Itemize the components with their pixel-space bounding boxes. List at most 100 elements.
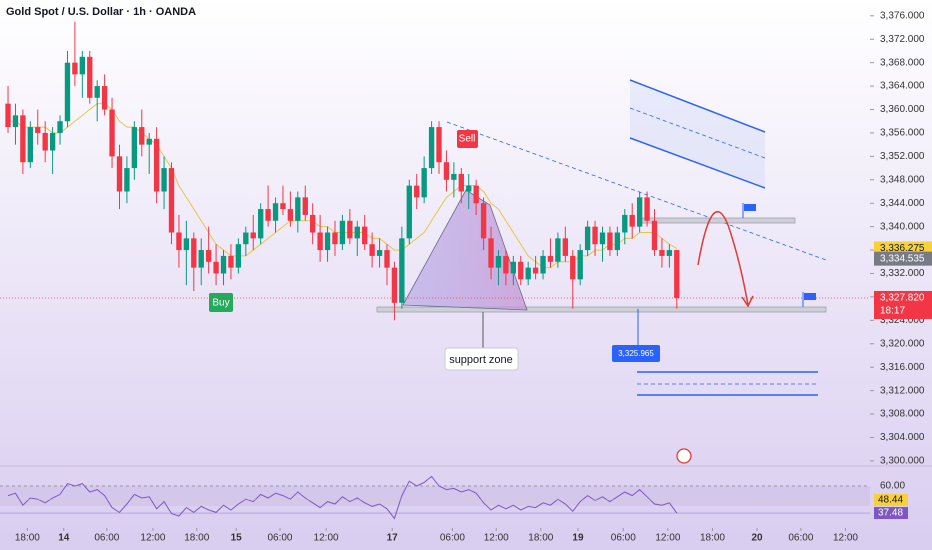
candle-body [116, 156, 123, 192]
y-tick-label: 3,340.000 [880, 221, 925, 232]
y-tick-label: 3,364.000 [880, 81, 925, 92]
x-tick-label: 18:00 [528, 533, 553, 544]
candle-body [458, 173, 464, 192]
x-tick-label: 18:00 [15, 533, 40, 544]
candle-body [577, 250, 583, 280]
candle-body [243, 232, 249, 245]
price-tag-label: 3,334.535 [880, 253, 925, 264]
candle-body [555, 238, 561, 262]
x-tick-label: 14 [58, 533, 70, 544]
candle-body [139, 127, 145, 145]
candle-body [295, 197, 301, 221]
channel-mid [629, 107, 766, 159]
projection-arrow [697, 211, 749, 306]
channel-line [629, 137, 766, 189]
candle-body [391, 267, 398, 303]
candle-body [428, 127, 435, 169]
candle-body [205, 250, 212, 262]
rsi-band [0, 486, 870, 506]
candle-body [310, 214, 316, 233]
candle-body [436, 127, 442, 163]
callout-box [444, 347, 519, 371]
candle-body [369, 244, 375, 256]
channel-fill [630, 80, 765, 188]
candle-body [109, 109, 115, 157]
candle-body [592, 226, 598, 245]
candle-body [213, 261, 219, 274]
y-tick-label: 3,304.000 [880, 432, 925, 443]
candle-body [87, 56, 93, 98]
y-tick-label: 3,356.000 [880, 128, 925, 139]
candle-body [599, 232, 606, 245]
candle-body [324, 232, 331, 251]
y-tick-label: 3,308.000 [880, 409, 925, 420]
candle-body [220, 255, 227, 274]
event-icon[interactable] [676, 448, 692, 464]
candle-body [614, 232, 621, 251]
candle-body [124, 168, 130, 192]
candle-body [131, 127, 138, 169]
x-tick-label: 17 [387, 533, 399, 544]
candle-body [525, 267, 531, 280]
y-tick-label: 3,376.000 [880, 10, 925, 21]
buy-tag [209, 293, 233, 312]
rsi-tick-label: 60.00 [880, 481, 905, 492]
candle-body [629, 214, 635, 227]
low-tag [612, 345, 660, 362]
x-tick-label: 12:00 [140, 533, 165, 544]
candle-body [384, 250, 390, 268]
candle-body [421, 168, 427, 198]
candle-body [510, 261, 516, 274]
candle-body [584, 226, 591, 251]
callout-text: support zone [449, 354, 513, 366]
candle-body [659, 250, 665, 256]
candle-body [607, 232, 613, 251]
candle-body [466, 185, 472, 192]
candle-body [94, 86, 100, 98]
y-tick-label: 3,368.000 [880, 57, 925, 68]
candle-body [473, 185, 479, 204]
rsi-tag-label: 48.44 [878, 495, 903, 506]
candle-body [49, 132, 56, 151]
candle-body [451, 173, 457, 180]
candle-body [101, 86, 108, 110]
candle-body [198, 250, 204, 268]
candle-body [235, 244, 242, 268]
candle-body [562, 238, 569, 256]
candle-body [191, 238, 197, 268]
candle-body [488, 238, 494, 268]
y-tick-label: 3,348.000 [880, 174, 925, 185]
candle-body [250, 232, 256, 239]
buy-label: Buy [212, 298, 229, 309]
candle-body [168, 168, 175, 233]
trend-line [446, 121, 827, 261]
x-tick-label: 18:00 [700, 533, 725, 544]
candle-body [27, 127, 33, 163]
channel-line [629, 79, 766, 133]
support-zone-box [376, 306, 827, 313]
x-tick-label: 06:00 [611, 533, 636, 544]
x-tick-label: 12:00 [833, 533, 858, 544]
sell-tag [457, 130, 478, 148]
rsi-line [7, 475, 678, 520]
candle-body [183, 238, 190, 251]
candle-body [666, 250, 673, 256]
candle-body [347, 220, 353, 239]
x-tick-label: 12:00 [314, 533, 339, 544]
price-tag-label: 3,327.820 [880, 293, 925, 304]
candle-body [287, 209, 294, 221]
drawings: support zone Sell Buy [209, 79, 827, 464]
x-tick-label: 06:00 [788, 533, 813, 544]
x-tick-label: 06:00 [267, 533, 292, 544]
rsi-tag-label: 37.48 [878, 508, 903, 519]
x-tick-label: 06:00 [440, 533, 465, 544]
y-tick-label: 3,320.000 [880, 338, 925, 349]
candle-body [302, 197, 308, 215]
candle-body [332, 232, 338, 245]
candle-body [547, 255, 554, 262]
x-tick-label: 12:00 [484, 533, 509, 544]
y-tick-label: 3,352.000 [880, 151, 925, 162]
y-tick-label: 3,360.000 [880, 104, 925, 115]
price-tag [874, 290, 932, 319]
